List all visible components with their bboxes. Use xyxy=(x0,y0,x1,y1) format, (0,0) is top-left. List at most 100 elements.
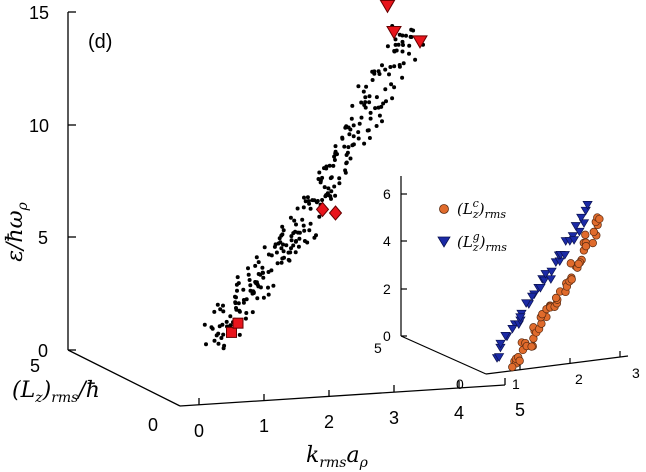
inset-triangle-point xyxy=(545,275,556,284)
scatter-point xyxy=(320,198,325,202)
inset-triangle-point xyxy=(570,222,581,231)
scatter-point xyxy=(345,150,350,155)
scatter-point xyxy=(384,99,388,104)
inset-triangle-point xyxy=(535,284,546,293)
highlight-square-marker xyxy=(232,317,244,329)
highlight-diamond-marker xyxy=(315,201,330,218)
scatter-point xyxy=(377,113,382,118)
scatter-point xyxy=(380,63,384,68)
scatter-point xyxy=(329,175,334,180)
scatter-point xyxy=(243,316,248,321)
scatter-point xyxy=(326,193,331,198)
scatter-point xyxy=(215,302,220,307)
scatter-point xyxy=(262,245,267,250)
z-axis-label: ε/ħωρ xyxy=(3,201,31,261)
scatter-point xyxy=(294,239,298,243)
scatter-point xyxy=(392,85,397,90)
x-tick-label-1: 1 xyxy=(259,416,269,436)
legend-marker-lzc xyxy=(439,204,449,214)
scatter-point xyxy=(235,275,240,280)
scatter-point xyxy=(329,189,334,194)
scatter-point xyxy=(224,319,229,324)
scatter-point xyxy=(280,224,285,229)
scatter-point xyxy=(389,82,394,87)
scatter-point xyxy=(217,324,222,329)
scatter-point xyxy=(266,252,271,257)
scatter-point xyxy=(300,217,305,222)
inset-circle-point xyxy=(551,293,561,303)
scatter-point xyxy=(322,185,327,190)
scatter-point xyxy=(413,57,418,62)
inset-triangle-point xyxy=(539,276,550,286)
scatter-point xyxy=(269,268,274,273)
scatter-point xyxy=(351,123,356,128)
inset-triangle-point xyxy=(576,213,587,223)
scatter-point xyxy=(296,230,300,235)
scatter-point xyxy=(367,100,372,105)
scatter-point xyxy=(212,338,217,343)
main-scatter xyxy=(202,24,425,351)
scatter-point xyxy=(289,238,294,243)
scatter-point xyxy=(266,285,270,290)
scatter-point xyxy=(343,168,348,173)
scatter-point xyxy=(272,244,277,249)
scatter-point xyxy=(332,184,337,189)
scatter-point xyxy=(246,272,251,277)
scatter-point xyxy=(317,214,322,219)
scatter-point xyxy=(291,243,296,248)
scatter-point xyxy=(350,143,355,148)
inset-circle-point xyxy=(566,259,575,268)
inset-triangle-point xyxy=(495,339,506,349)
x-tick-label-5: 5 xyxy=(515,400,525,420)
main-axes xyxy=(67,12,506,407)
inset-circle-point xyxy=(527,342,536,351)
scatter-point xyxy=(233,301,238,306)
inset-x-ticks xyxy=(519,351,621,370)
scatter-point xyxy=(258,285,263,290)
highlight-triangle-marker xyxy=(412,35,428,49)
scatter-point xyxy=(221,332,226,337)
scatter-point xyxy=(228,323,233,328)
scatter-point xyxy=(380,119,384,124)
scatter-point xyxy=(286,257,291,262)
scatter-point xyxy=(261,275,266,280)
scatter-point xyxy=(324,166,329,171)
scatter-point xyxy=(222,343,227,348)
scatter-point xyxy=(260,265,265,270)
inset-circle-point xyxy=(581,242,591,251)
scatter-point xyxy=(301,205,306,210)
scatter-point xyxy=(317,170,322,175)
legend-marker-lzg xyxy=(437,236,451,248)
scatter-point xyxy=(301,223,306,228)
scatter-point xyxy=(289,234,294,239)
scatter-point xyxy=(307,201,312,206)
scatter-point xyxy=(383,67,388,72)
scatter-point xyxy=(337,181,342,186)
scatter-point xyxy=(332,158,337,162)
scatter-point xyxy=(288,215,293,220)
scatter-point xyxy=(271,283,276,288)
scatter-point xyxy=(350,103,355,108)
inset-x-tick-label-1: 1 xyxy=(512,376,520,392)
scatter-point xyxy=(393,42,398,47)
scatter-point xyxy=(302,228,307,233)
scatter-point xyxy=(374,95,379,100)
inset-y-tick-label-5: 5 xyxy=(374,340,382,356)
scatter-point xyxy=(250,310,255,315)
scatter-point xyxy=(281,242,285,247)
highlight-square-marker xyxy=(226,326,237,338)
scatter-point xyxy=(254,280,259,285)
scatter-point xyxy=(368,116,373,121)
scatter-point xyxy=(233,294,237,299)
scatter-point xyxy=(234,307,239,312)
scatter-point xyxy=(236,281,241,286)
scatter-point xyxy=(404,33,408,38)
inset-z-tick-label-0: 0 xyxy=(383,328,391,344)
scatter-point xyxy=(388,65,393,69)
scatter-point xyxy=(344,161,349,166)
scatter-point xyxy=(368,110,373,115)
scatter-point xyxy=(320,175,325,180)
inset-z-tick-label-4: 4 xyxy=(383,233,391,249)
scatter-point xyxy=(362,141,367,146)
z-tick-label-0: 0 xyxy=(38,341,48,361)
